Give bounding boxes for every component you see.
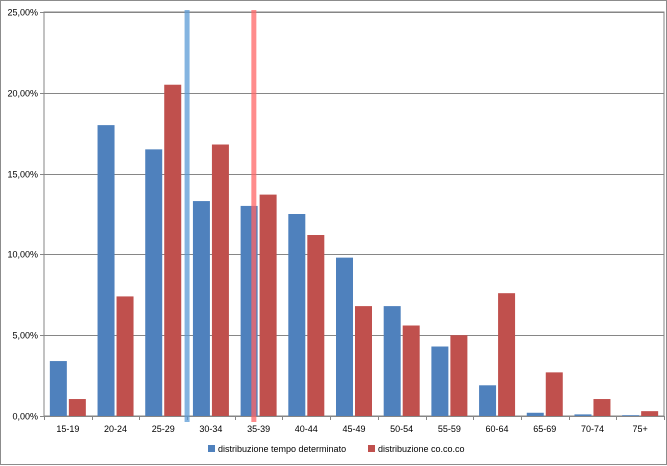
bar-cococo xyxy=(450,335,468,416)
bar-tempo-determinato xyxy=(622,415,640,416)
y-tick-label: 15,00% xyxy=(7,170,38,180)
x-tick-label: 75+ xyxy=(633,424,648,434)
reference-line-red xyxy=(251,10,257,422)
plot-area-border xyxy=(43,11,665,417)
bar-tempo-determinato xyxy=(145,149,163,417)
x-tick-label: 45-49 xyxy=(342,424,365,434)
reference-line-blue xyxy=(184,10,190,422)
bar-cococo xyxy=(68,399,86,416)
bar-cococo xyxy=(211,144,229,416)
bar-tempo-determinato xyxy=(288,214,306,416)
x-tick-label: 65-69 xyxy=(533,424,556,434)
bar-tempo-determinato xyxy=(49,361,67,416)
x-tick-label: 50-54 xyxy=(390,424,413,434)
x-tick-label: 25-29 xyxy=(152,424,175,434)
y-tick-label: 10,00% xyxy=(7,250,38,260)
y-tick-label: 5,00% xyxy=(12,331,38,341)
bar-tempo-determinato xyxy=(97,125,115,417)
x-tick-label: 15-19 xyxy=(56,424,79,434)
legend-swatch xyxy=(368,445,375,452)
bar-cococo xyxy=(116,296,134,416)
bar-cococo xyxy=(593,399,611,416)
bar-cococo xyxy=(164,84,182,416)
bar-cococo xyxy=(641,411,659,416)
bar-tempo-determinato xyxy=(431,346,449,416)
bar-cococo xyxy=(545,372,563,416)
y-tick-label: 0,00% xyxy=(12,412,38,422)
x-tick-label: 20-24 xyxy=(104,424,127,434)
bar-cococo xyxy=(307,235,325,416)
bar-tempo-determinato xyxy=(526,412,544,416)
bar-tempo-determinato xyxy=(383,306,401,416)
bar-cococo xyxy=(498,293,516,416)
x-tick-label: 30-34 xyxy=(199,424,222,434)
bar-tempo-determinato xyxy=(336,257,353,416)
bar-cococo xyxy=(355,306,372,416)
legend-label: distribuzione co.co.co xyxy=(378,444,465,454)
x-tick-label: 70-74 xyxy=(581,424,604,434)
bar-tempo-determinato xyxy=(192,201,210,416)
legend-swatch xyxy=(208,445,215,452)
y-tick-label: 20,00% xyxy=(7,89,38,99)
legend-label: distribuzione tempo determinato xyxy=(218,444,346,454)
x-tick-label: 40-44 xyxy=(295,424,318,434)
bar-cococo xyxy=(402,325,420,416)
bar-tempo-determinato xyxy=(479,385,497,416)
y-tick-label: 25,00% xyxy=(7,8,38,18)
x-tick-label: 55-59 xyxy=(438,424,461,434)
x-tick-label: 35-39 xyxy=(247,424,270,434)
bar-tempo-determinato xyxy=(574,414,592,416)
x-tick-label: 60-64 xyxy=(486,424,509,434)
bar-cococo xyxy=(259,194,277,416)
